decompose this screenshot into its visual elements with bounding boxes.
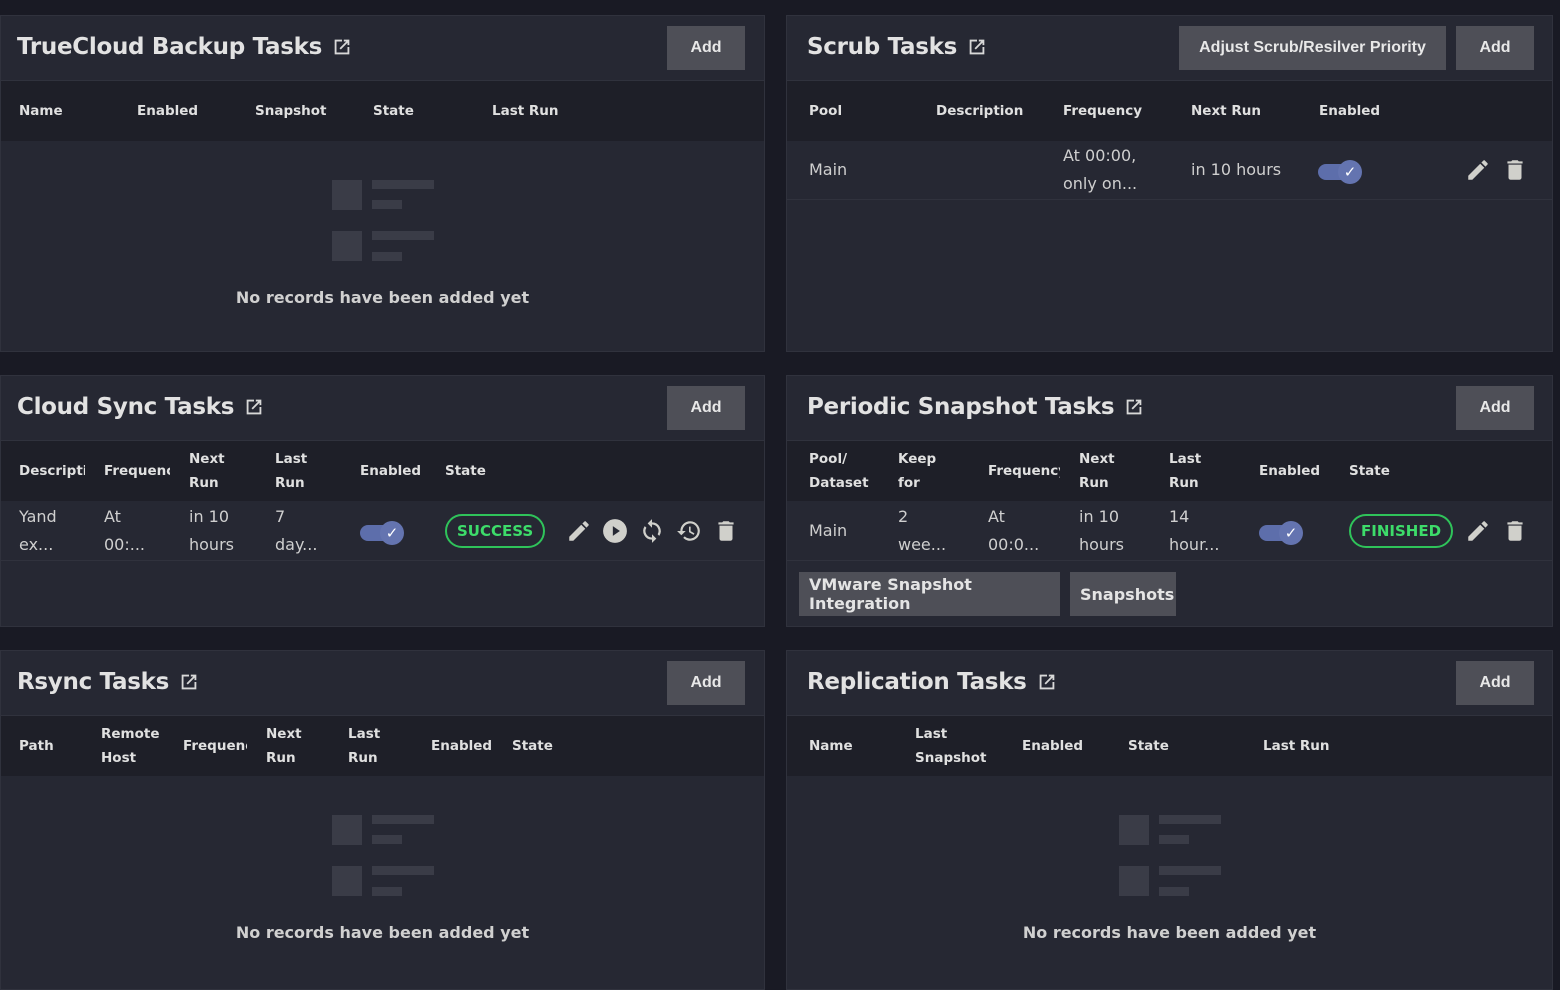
column-header[interactable]: Frequency	[1063, 103, 1143, 119]
column-header[interactable]: Enabled	[1259, 463, 1321, 479]
edit-icon[interactable]	[1465, 518, 1491, 544]
add-button[interactable]: Add	[1456, 386, 1534, 430]
delete-icon[interactable]	[1502, 157, 1528, 183]
sync-icon[interactable]	[639, 518, 665, 544]
column-header[interactable]: Remote Host	[101, 726, 160, 766]
column-header[interactable]: Last Snapshot	[915, 726, 987, 766]
column-header[interactable]: Enabled	[1022, 738, 1084, 754]
column-header[interactable]: State	[1128, 738, 1169, 754]
add-button[interactable]: Add	[1456, 661, 1534, 705]
column-header[interactable]: Frequenc	[183, 738, 247, 754]
column-header[interactable]: Next Run	[189, 451, 225, 491]
table-row: Main 2 wee... At 00:0... in 10 hours 14 hour…	[787, 501, 1552, 561]
empty-table-icon	[332, 180, 434, 262]
empty-state: No records have been added yet	[1, 815, 764, 942]
table-row: Main At 00:00, only on... in 10 hours ✓	[787, 141, 1552, 200]
card-title[interactable]: TrueCloud Backup Tasks	[17, 34, 353, 60]
card-title[interactable]: Replication Tasks	[807, 669, 1058, 695]
table-header: Descripti Frequenc Next Run Last Run Ena…	[1, 441, 764, 501]
column-header[interactable]: Description	[936, 103, 1024, 119]
column-header[interactable]: Next Run	[1191, 103, 1261, 119]
column-header[interactable]: Enabled	[360, 463, 422, 479]
column-header[interactable]: Path	[19, 738, 54, 754]
column-header[interactable]: Frequenc	[104, 463, 170, 479]
column-header[interactable]: Name	[809, 738, 853, 754]
state-badge[interactable]: FINISHED	[1349, 513, 1454, 548]
scrub-tasks-card: Scrub Tasks Adjust Scrub/Resilver Priori…	[786, 15, 1553, 352]
add-button[interactable]: Add	[667, 26, 745, 70]
column-header[interactable]: Pool	[809, 103, 843, 119]
column-header[interactable]: State	[512, 738, 553, 754]
column-header[interactable]: Last Run	[275, 451, 308, 491]
table-header: Name Last Snapshot Enabled State Last Ru…	[787, 716, 1552, 776]
enabled-toggle[interactable]: ✓	[1318, 160, 1362, 184]
external-link-icon[interactable]	[1123, 396, 1145, 418]
external-link-icon[interactable]	[1036, 671, 1058, 693]
column-header[interactable]: Last Run	[1169, 451, 1202, 491]
delete-icon[interactable]	[713, 518, 739, 544]
column-header[interactable]: Last Run	[492, 103, 559, 119]
cloud-sync-card: Cloud Sync Tasks Add Descripti Frequenc …	[0, 375, 765, 627]
column-header[interactable]: Last Run	[1263, 738, 1330, 754]
card-title[interactable]: Scrub Tasks	[807, 34, 988, 60]
table-row: Yand ex... At 00:... in 10 hours 7 day... ✓ …	[1, 501, 764, 561]
truecloud-backup-card: TrueCloud Backup Tasks Add Name Enabled …	[0, 15, 765, 352]
card-title[interactable]: Cloud Sync Tasks	[17, 394, 265, 420]
empty-table-icon	[332, 815, 434, 897]
enabled-toggle[interactable]: ✓	[1259, 520, 1303, 545]
edit-icon[interactable]	[566, 518, 592, 544]
column-header[interactable]: State	[445, 463, 486, 479]
empty-state: No records have been added yet	[787, 815, 1552, 942]
table-header: Path Remote Host Frequenc Next Run Last …	[1, 716, 764, 776]
run-now-icon[interactable]	[602, 518, 628, 544]
add-button[interactable]: Add	[667, 386, 745, 430]
external-link-icon[interactable]	[178, 671, 200, 693]
column-header[interactable]: Last Run	[348, 726, 381, 766]
enabled-toggle[interactable]: ✓	[360, 520, 404, 545]
external-link-icon[interactable]	[243, 396, 265, 418]
external-link-icon[interactable]	[331, 36, 353, 58]
add-button[interactable]: Add	[1456, 26, 1534, 70]
column-header[interactable]: State	[373, 103, 414, 119]
column-header[interactable]: Descripti	[19, 463, 85, 479]
table-header: Name Enabled Snapshot State Last Run	[1, 81, 764, 141]
column-header[interactable]: Pool/ Dataset	[809, 451, 869, 491]
column-header[interactable]: Next Run	[266, 726, 302, 766]
card-title[interactable]: Periodic Snapshot Tasks	[807, 394, 1145, 420]
edit-icon[interactable]	[1465, 157, 1491, 183]
column-header[interactable]: Frequency	[988, 463, 1060, 479]
vmware-snapshot-integration-button[interactable]: VMware Snapshot Integration	[799, 572, 1060, 616]
delete-icon[interactable]	[1502, 518, 1528, 544]
column-header[interactable]: Next Run	[1079, 451, 1115, 491]
restore-history-icon[interactable]	[676, 518, 702, 544]
external-link-icon[interactable]	[966, 36, 988, 58]
table-header: Pool Description Frequency Next Run Enab…	[787, 81, 1552, 141]
state-badge[interactable]: SUCCESS	[445, 513, 546, 548]
adjust-priority-button[interactable]: Adjust Scrub/Resilver Priority	[1179, 26, 1446, 70]
rsync-tasks-card: Rsync Tasks Add Path Remote Host Frequen…	[0, 650, 765, 990]
column-header[interactable]: State	[1349, 463, 1390, 479]
periodic-snapshot-card: Periodic Snapshot Tasks Add Pool/ Datase…	[786, 375, 1553, 627]
table-header: Pool/ Dataset Keep for Frequency Next Ru…	[787, 441, 1552, 501]
column-header[interactable]: Enabled	[1319, 103, 1381, 119]
column-header[interactable]: Snapshot	[255, 103, 327, 119]
column-header[interactable]: Keep for	[898, 451, 937, 491]
snapshots-button[interactable]: Snapshots	[1070, 572, 1176, 616]
empty-state: No records have been added yet	[1, 180, 764, 307]
empty-table-icon	[1119, 815, 1221, 897]
column-header[interactable]: Enabled	[431, 738, 493, 754]
column-header[interactable]: Name	[19, 103, 63, 119]
card-title[interactable]: Rsync Tasks	[17, 669, 200, 695]
add-button[interactable]: Add	[667, 661, 745, 705]
replication-tasks-card: Replication Tasks Add Name Last Snapshot…	[786, 650, 1553, 990]
column-header[interactable]: Enabled	[137, 103, 199, 119]
